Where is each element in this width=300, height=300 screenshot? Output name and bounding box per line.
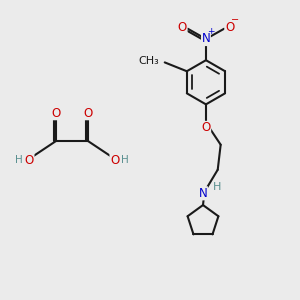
- Text: H: H: [213, 182, 221, 191]
- Text: +: +: [207, 27, 215, 36]
- Text: H: H: [121, 155, 129, 165]
- Text: O: O: [83, 107, 93, 120]
- Text: −: −: [231, 15, 239, 26]
- Text: N: N: [199, 187, 207, 200]
- Text: N: N: [202, 32, 210, 46]
- Text: O: O: [178, 21, 187, 34]
- Text: O: O: [51, 107, 60, 120]
- Text: O: O: [225, 21, 234, 34]
- Text: O: O: [201, 122, 211, 134]
- Text: O: O: [110, 154, 119, 167]
- Text: H: H: [15, 155, 23, 165]
- Text: CH₃: CH₃: [139, 56, 159, 66]
- Text: O: O: [25, 154, 34, 167]
